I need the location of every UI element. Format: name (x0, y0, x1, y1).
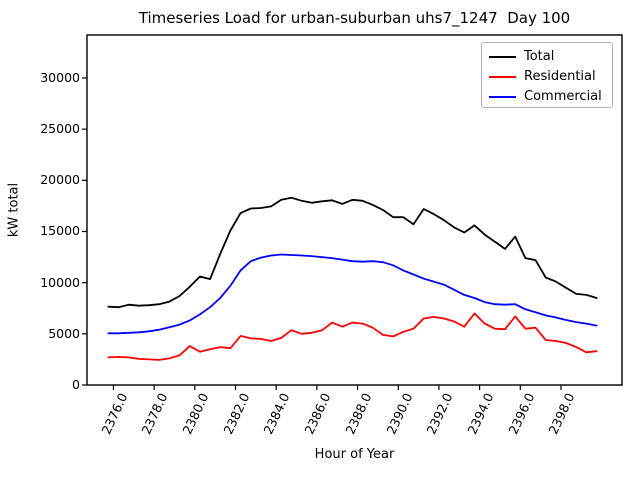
legend: Total Residential Commercial (481, 42, 613, 108)
y-tick-label: 0 (72, 377, 80, 392)
legend-item-commercial: Commercial (489, 87, 605, 107)
residential-line-sample (489, 76, 516, 78)
y-tick-label: 15000 (40, 223, 80, 239)
y-tick-label: 30000 (40, 69, 80, 85)
y-tick-label: 20000 (40, 172, 80, 188)
legend-label-commercial: Commercial (524, 89, 602, 104)
x-tick-marks (112, 385, 562, 390)
y-tick-label: 25000 (40, 121, 80, 137)
axes-frame (86, 34, 623, 386)
total-line (107, 196, 598, 309)
commercial-line (107, 253, 598, 335)
x-axis-label: Hour of Year (314, 447, 395, 462)
series-lines (107, 196, 598, 361)
legend-item-total: Total (489, 47, 605, 67)
total-line-sample (489, 56, 516, 58)
y-tick-label: 10000 (40, 274, 80, 290)
commercial-line-sample (489, 96, 516, 98)
y-tick-label: 5000 (48, 325, 80, 341)
y-tick-marks (82, 77, 87, 386)
y-axis-label: kW total (6, 182, 22, 238)
chart-title: Timeseries Load for urban-suburban uhs7_… (138, 9, 571, 27)
residential-line (107, 312, 598, 361)
legend-label-residential: Residential (524, 69, 596, 84)
legend-label-total: Total (524, 49, 555, 64)
legend-item-residential: Residential (489, 67, 605, 87)
